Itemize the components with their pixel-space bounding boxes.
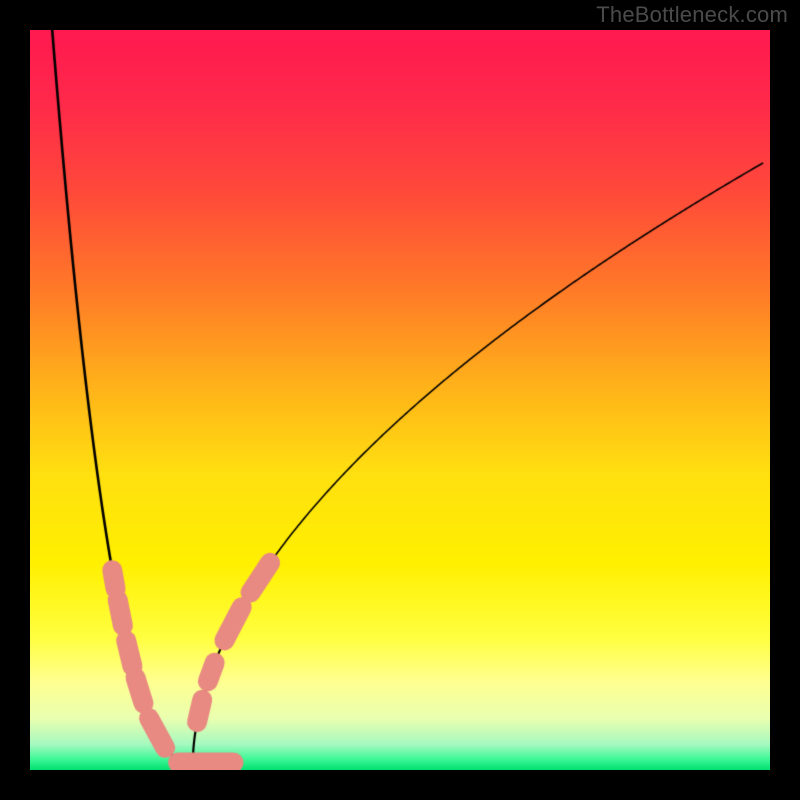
watermark-text: TheBottleneck.com xyxy=(596,2,788,28)
plot-area xyxy=(30,30,770,770)
stage: TheBottleneck.com xyxy=(0,0,800,800)
curve-markers xyxy=(30,30,770,770)
